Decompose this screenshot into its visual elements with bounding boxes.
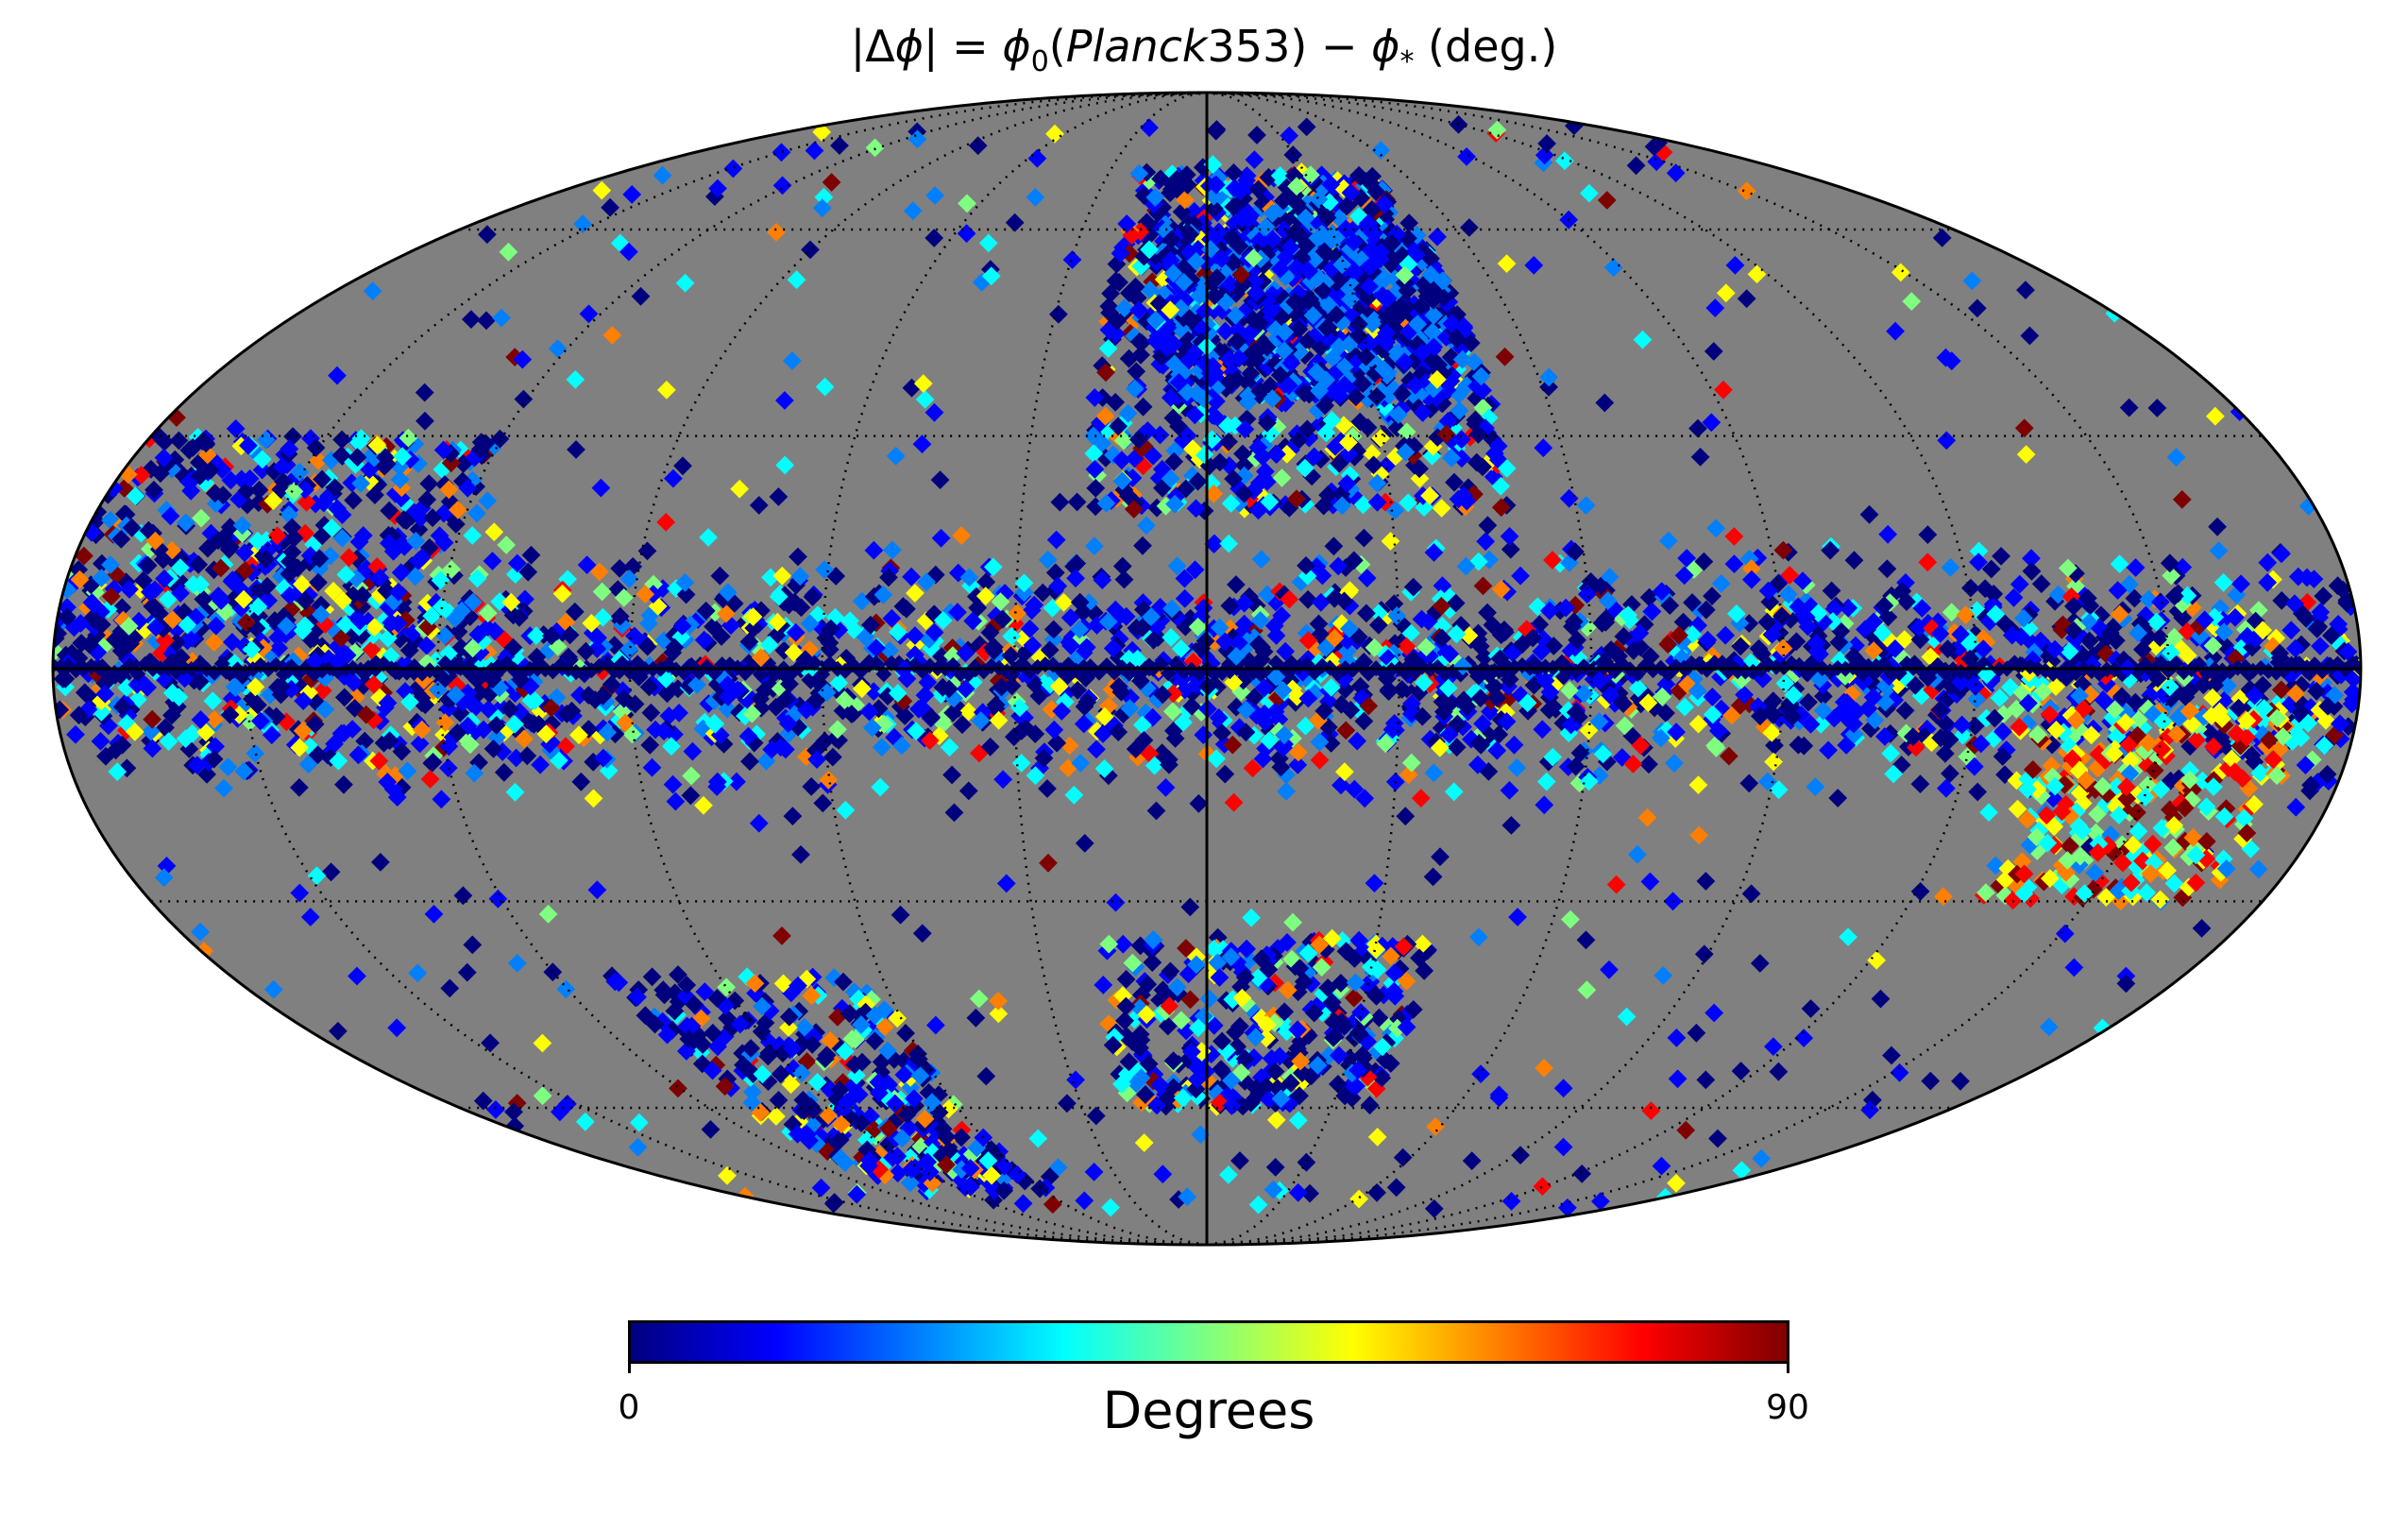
map-pixel [819,770,839,790]
title-mid: | = [924,21,1003,72]
map-pixel [1703,586,1721,605]
title-paren-close: ) − [1290,21,1372,72]
map-pixel [2022,549,2041,569]
title-sub0: 0 [1030,45,1049,79]
title-prefix: |Δ [850,21,895,72]
map-pixel [1941,558,1960,577]
map-pixel [942,765,961,785]
data-pixels-layer [53,114,2361,1218]
title-planck: Planck [1065,21,1208,72]
title-phi: ϕ [894,21,924,72]
map-pixel [1345,779,1365,799]
map-pixel [1046,530,1066,550]
page-title: |Δϕ| = ϕ0(Planck353) − ϕ* (deg.) [0,21,2408,78]
title-phi-3: ϕ [1371,21,1400,72]
map-pixel [461,735,480,755]
map-pixel [640,736,660,755]
map-pixel [2311,637,2330,655]
map-pixel [1501,539,1520,559]
map-pixel [290,778,309,797]
map-pixel [1473,576,1493,596]
title-phi-2: ϕ [1002,21,1031,72]
map-pixel [682,766,701,786]
map-pixel [1336,721,1356,740]
map-pixel [604,636,624,655]
title-paren-open: ( [1048,21,1066,72]
map-pixel [463,526,483,545]
title-num: 353 [1207,21,1291,72]
map-pixel [1659,531,1678,551]
title-sub-star: * [1399,45,1415,79]
map-pixel [577,555,597,574]
mollweide-map [51,91,2363,1247]
map-pixel [1054,593,1074,612]
map-pixel [1937,778,1956,798]
title-suffix: (deg.) [1414,21,1558,72]
